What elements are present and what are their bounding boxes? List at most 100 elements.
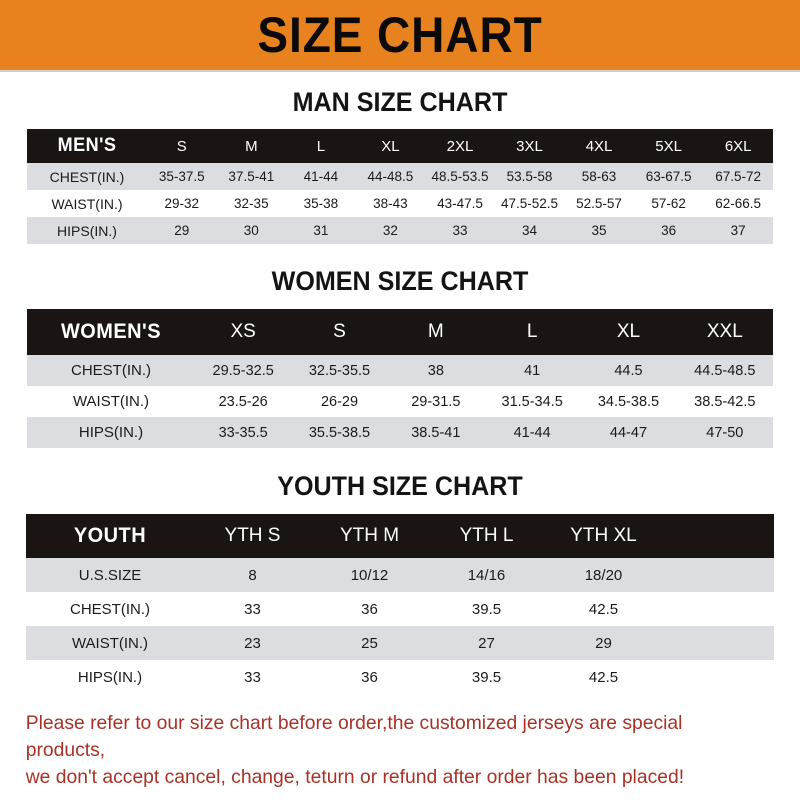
man-column-header: S — [176, 137, 187, 155]
women-cell: 29-31.5 — [411, 393, 461, 410]
youth-row-label: CHEST(IN.) — [70, 600, 150, 618]
table-row: CHEST(IN.) 33 36 39.5 42.5 — [26, 592, 774, 626]
order-policy-line-1: Please refer to our size chart before or… — [25, 712, 683, 761]
man-row-label: WAIST(IN.) — [51, 195, 123, 212]
women-column-header: XS — [230, 321, 256, 342]
man-column-header: XL — [381, 137, 400, 155]
women-row-label: CHEST(IN.) — [71, 362, 151, 379]
youth-column-header: YTH M — [339, 525, 400, 546]
youth-size-chart-table: YOUTH YTH S YTH M YTH L YTH XL U.S.SIZE … — [26, 514, 774, 694]
man-column-header: 2XL — [446, 137, 474, 155]
man-column-header: 5XL — [655, 137, 682, 155]
youth-cell: 36 — [361, 668, 378, 686]
youth-cell: 36 — [361, 600, 378, 618]
man-cell: 58-63 — [581, 169, 617, 184]
women-group-label: WOMEN'S — [60, 320, 162, 343]
women-cell: 26-29 — [320, 393, 359, 410]
man-cell: 31 — [313, 223, 329, 238]
youth-cell: 33 — [244, 668, 261, 686]
women-cell: 38 — [427, 362, 444, 379]
order-policy-note: Please refer to our size chart before or… — [0, 710, 792, 791]
order-policy-line-2: we don't accept cancel, change, teturn o… — [25, 765, 685, 788]
youth-cell-spacer — [662, 660, 774, 694]
man-cell: 52.5-57 — [576, 196, 622, 211]
women-row-label: WAIST(IN.) — [72, 393, 150, 410]
women-cell: 29.5-32.5 — [212, 362, 274, 379]
man-cell: 38-43 — [373, 196, 408, 211]
man-cell: 32-35 — [234, 196, 269, 211]
banner-title: SIZE CHART — [257, 7, 543, 63]
youth-row-label: WAIST(IN.) — [71, 634, 149, 652]
man-table-header: MEN'S S M L XL 2XL 3XL 4XL 5XL 6XL — [27, 129, 773, 163]
youth-cell: 29 — [595, 634, 612, 652]
women-cell: 38.5-41 — [411, 424, 461, 441]
man-cell: 47.5-52.5 — [500, 196, 559, 211]
youth-cell: 18/20 — [584, 566, 623, 584]
youth-group-label: YOUTH — [73, 524, 147, 547]
man-cell: 30 — [243, 223, 259, 238]
table-row: HIPS(IN.) 29 30 31 32 33 34 35 36 37 — [27, 217, 773, 244]
youth-cell: 8 — [248, 566, 257, 584]
women-size-chart-table: WOMEN'S XS S M L XL XXL CHEST(IN.) 29.5-… — [27, 309, 773, 448]
man-cell: 35-37.5 — [158, 169, 205, 184]
size-chart-banner: SIZE CHART — [0, 0, 800, 72]
women-table-header: WOMEN'S XS S M L XL XXL — [27, 309, 773, 355]
table-row: CHEST(IN.) 29.5-32.5 32.5-35.5 38 41 44.… — [27, 355, 773, 386]
women-column-header: XXL — [706, 321, 743, 342]
youth-column-header: YTH S — [224, 525, 281, 546]
youth-cell: 42.5 — [588, 668, 619, 686]
youth-size-chart-title: YOUTH SIZE CHART — [277, 471, 523, 501]
youth-cell: 25 — [361, 634, 378, 652]
youth-cell: 23 — [244, 634, 261, 652]
man-cell: 35-38 — [303, 196, 339, 211]
women-cell: 31.5-34.5 — [501, 393, 563, 410]
man-row-label: HIPS(IN.) — [57, 222, 117, 239]
man-cell: 57-62 — [651, 196, 686, 211]
table-row: U.S.SIZE 8 10/12 14/16 18/20 — [26, 558, 774, 592]
women-table-body: CHEST(IN.) 29.5-32.5 32.5-35.5 38 41 44.… — [27, 355, 773, 448]
youth-cell: 39.5 — [471, 668, 502, 686]
table-row: CHEST(IN.) 35-37.5 37.5-41 41-44 44-48.5… — [27, 163, 773, 190]
man-column-header: 6XL — [724, 137, 752, 155]
man-cell: 43-47.5 — [437, 196, 483, 211]
women-cell: 47-50 — [706, 424, 744, 441]
table-row: WAIST(IN.) 29-32 32-35 35-38 38-43 43-47… — [27, 190, 773, 217]
youth-cell: 14/16 — [467, 566, 506, 584]
youth-cell-spacer — [662, 626, 774, 660]
women-cell: 23.5-26 — [218, 393, 268, 410]
youth-table-header: YOUTH YTH S YTH M YTH L YTH XL — [26, 514, 774, 558]
man-cell: 29-32 — [164, 196, 200, 211]
women-header-row: WOMEN'S XS S M L XL XXL — [27, 309, 773, 355]
man-cell: 41-44 — [303, 169, 339, 184]
youth-row-label: HIPS(IN.) — [77, 668, 143, 686]
youth-column-header: YTH XL — [570, 525, 637, 546]
man-cell: 37.5-41 — [228, 169, 275, 184]
man-cell: 62-66.5 — [715, 196, 762, 211]
man-cell: 35 — [591, 223, 607, 238]
women-cell: 44-47 — [609, 424, 648, 441]
women-cell: 41-44 — [513, 424, 551, 441]
man-cell: 53.5-58 — [506, 169, 553, 184]
youth-cell: 42.5 — [588, 600, 619, 618]
man-cell: 37 — [730, 223, 746, 238]
youth-cell: 39.5 — [471, 600, 502, 618]
man-table-body: CHEST(IN.) 35-37.5 37.5-41 41-44 44-48.5… — [27, 163, 773, 244]
youth-row-label: U.S.SIZE — [78, 566, 142, 584]
man-cell: 67.5-72 — [715, 169, 762, 184]
youth-table-body: U.S.SIZE 8 10/12 14/16 18/20 CHEST(IN.) … — [26, 558, 774, 694]
table-row: HIPS(IN.) 33-35.5 35.5-38.5 38.5-41 41-4… — [27, 417, 773, 448]
man-cell: 36 — [661, 223, 677, 238]
women-column-header: XL — [616, 321, 641, 342]
table-row: HIPS(IN.) 33 36 39.5 42.5 — [26, 660, 774, 694]
youth-cell: 27 — [478, 634, 495, 652]
man-cell: 44-48.5 — [367, 169, 414, 184]
man-cell: 29 — [174, 223, 190, 238]
youth-cell-spacer — [662, 558, 774, 592]
women-cell: 44.5 — [614, 362, 643, 379]
man-cell: 34 — [521, 223, 538, 238]
man-size-chart-table: MEN'S S M L XL 2XL 3XL 4XL 5XL 6XL CHEST… — [27, 129, 773, 244]
man-column-header: 3XL — [516, 137, 543, 155]
table-row: WAIST(IN.) 23.5-26 26-29 29-31.5 31.5-34… — [27, 386, 773, 417]
women-column-header: S — [333, 321, 346, 342]
women-cell: 32.5-35.5 — [308, 362, 371, 379]
